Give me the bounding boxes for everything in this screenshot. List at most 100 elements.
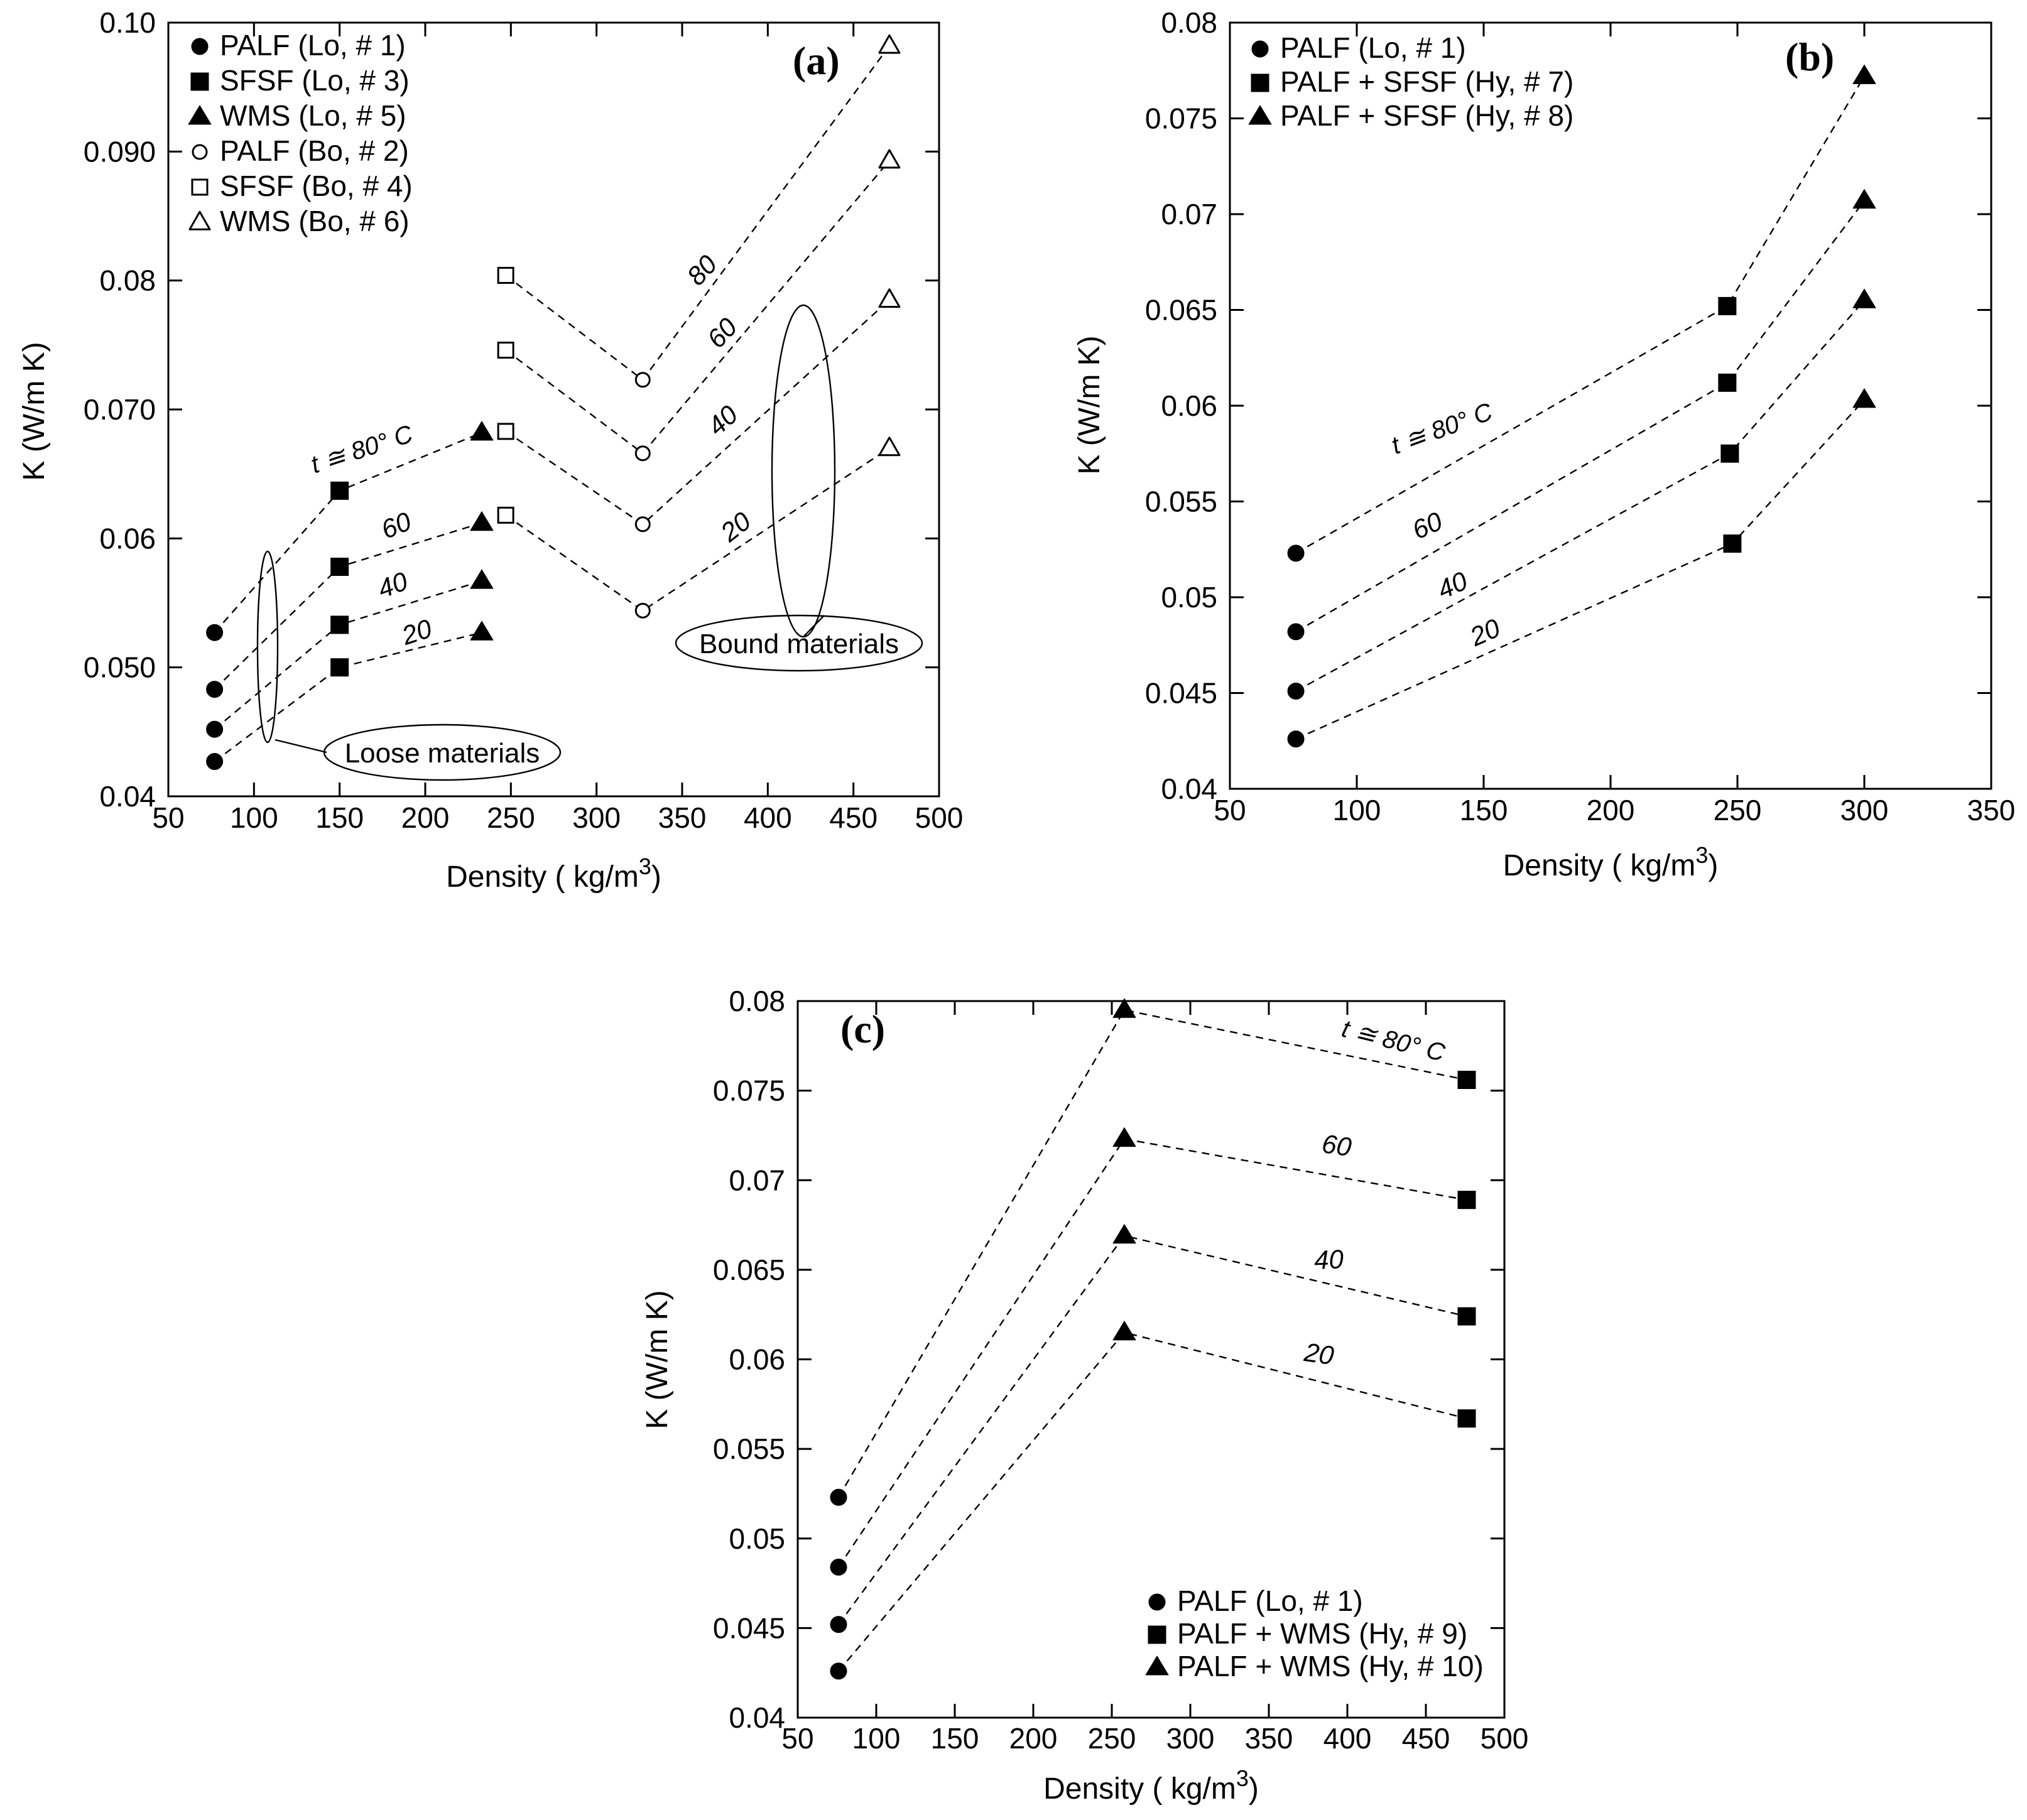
y-tick-label: 0.06 — [729, 1343, 785, 1376]
dashed-isotherm-line — [1295, 399, 1865, 740]
dashed-isotherm-line — [1295, 300, 1865, 692]
y-tick-label: 0.05 — [1161, 581, 1217, 614]
legend-marker — [1251, 73, 1269, 92]
legend-marker — [1248, 105, 1272, 125]
y-tick-label: 0.045 — [1145, 677, 1217, 710]
y-axis-label: K (W/m K) — [641, 1290, 674, 1429]
x-tick-label: 150 — [1460, 794, 1508, 826]
legend-marker — [188, 105, 212, 125]
data-point — [1112, 998, 1136, 1018]
data-point — [1720, 444, 1739, 463]
legend-entry: WMS (Lo, # 5) — [220, 99, 406, 132]
data-point — [1287, 544, 1305, 562]
isotherm-label: 60 — [1320, 1129, 1354, 1162]
x-tick-label: 100 — [1333, 794, 1381, 826]
isotherm-label: 40 — [374, 566, 412, 604]
data-point — [878, 149, 901, 169]
x-tick-label: 450 — [1402, 1722, 1450, 1755]
data-point — [830, 1488, 847, 1506]
x-tick-label: 50 — [1214, 794, 1246, 826]
data-point — [634, 372, 651, 388]
legend-entry: PALF (Lo, # 1) — [1177, 1584, 1363, 1617]
data-point — [1287, 730, 1305, 748]
data-point — [1723, 534, 1742, 553]
y-tick-label: 0.055 — [1145, 485, 1217, 518]
data-point — [470, 421, 494, 441]
dashed-isotherm-line — [214, 580, 482, 730]
panel-a: 50 100 150 200 250 300 350 400 450 500 0.04 0.050 0.… — [18, 6, 963, 894]
isotherm-label: 20 — [398, 613, 436, 651]
legend-marker — [1251, 40, 1269, 58]
dashed-isotherm-line — [1295, 75, 1866, 554]
data-point — [1852, 388, 1876, 408]
x-tick-label: 100 — [230, 801, 278, 834]
data-point — [878, 288, 901, 308]
plot-frame — [1229, 21, 1992, 790]
legend-marker — [1148, 1625, 1166, 1644]
panel-label: (c) — [840, 1007, 885, 1051]
legend-entry: SFSF (Bo, # 4) — [220, 170, 413, 202]
data-point — [470, 620, 494, 641]
data-point — [497, 266, 514, 284]
legend-entry: SFSF (Lo, # 3) — [220, 64, 410, 97]
data-point — [1852, 189, 1876, 209]
x-tick-label: 150 — [315, 801, 364, 834]
x-tick-label: 200 — [1009, 1722, 1058, 1755]
data-point — [634, 516, 651, 533]
data-point — [1112, 1321, 1136, 1341]
legend-entry: PALF + SFSF (Hy, # 8) — [1280, 99, 1573, 132]
data-point — [497, 506, 514, 524]
data-point — [1852, 288, 1876, 308]
y-tick-label: 0.04 — [1161, 772, 1217, 805]
data-point — [1718, 296, 1737, 315]
bound-materials-ellipse — [771, 304, 836, 638]
y-tick-label: 0.045 — [713, 1611, 785, 1644]
dashed-isotherm-line — [505, 299, 890, 526]
y-tick-label: 0.075 — [1145, 102, 1217, 135]
data-point — [206, 681, 224, 698]
data-point — [497, 423, 514, 440]
legend-marker — [192, 144, 208, 160]
panel-b: 50 100 150 200 250 300 350 0.04 0.045 0.05 0.055 0.… — [1073, 6, 2015, 882]
isotherm-label: t ≅ 80° C — [308, 420, 417, 479]
legend-marker — [191, 178, 209, 196]
y-tick-label: 0.050 — [84, 651, 156, 684]
x-axis-label: Density ( kg/m3) — [1503, 842, 1719, 883]
data-point — [330, 558, 349, 577]
y-tick-label: 0.08 — [729, 985, 785, 1017]
legend-entry: PALF (Lo, # 1) — [1280, 31, 1466, 64]
legend-entry: PALF + WMS (Hy, # 10) — [1177, 1650, 1484, 1682]
x-tick-label: 300 — [1840, 794, 1889, 826]
data-point — [330, 658, 349, 677]
data-point — [1457, 1409, 1476, 1428]
annotation-label: Loose materials — [345, 738, 540, 769]
x-tick-label: 50 — [781, 1722, 813, 1755]
data-point — [1852, 64, 1876, 84]
legend-entry: WMS (Bo, # 6) — [220, 205, 410, 237]
y-tick-label: 0.055 — [713, 1433, 785, 1465]
data-point — [1287, 623, 1305, 641]
dashed-isotherm-line — [505, 45, 890, 381]
y-tick-label: 0.07 — [1161, 198, 1217, 230]
legend-marker — [191, 38, 209, 55]
isotherm-label: 20 — [714, 506, 756, 548]
dashed-isotherm-line — [838, 1331, 1467, 1672]
x-tick-label: 250 — [487, 801, 535, 834]
data-point — [330, 481, 349, 500]
x-tick-label: 100 — [852, 1722, 901, 1755]
x-tick-label: 400 — [744, 801, 792, 834]
x-axis-label: Density ( kg/m3) — [446, 853, 661, 894]
dashed-isotherm-line — [838, 1138, 1467, 1568]
dashed-isotherm-line — [837, 1009, 1467, 1498]
x-tick-label: 350 — [1967, 794, 2016, 826]
dashed-isotherm-line — [505, 447, 890, 612]
data-point — [1457, 1307, 1476, 1326]
y-tick-label: 0.08 — [99, 264, 156, 297]
legend-marker — [1148, 1593, 1166, 1611]
isotherm-label: 60 — [377, 506, 416, 544]
legend-entry: PALF (Lo, # 1) — [220, 29, 406, 62]
x-tick-label: 400 — [1323, 1722, 1372, 1755]
y-tick-label: 0.10 — [99, 6, 156, 39]
isotherm-label: 20 — [1302, 1337, 1336, 1370]
